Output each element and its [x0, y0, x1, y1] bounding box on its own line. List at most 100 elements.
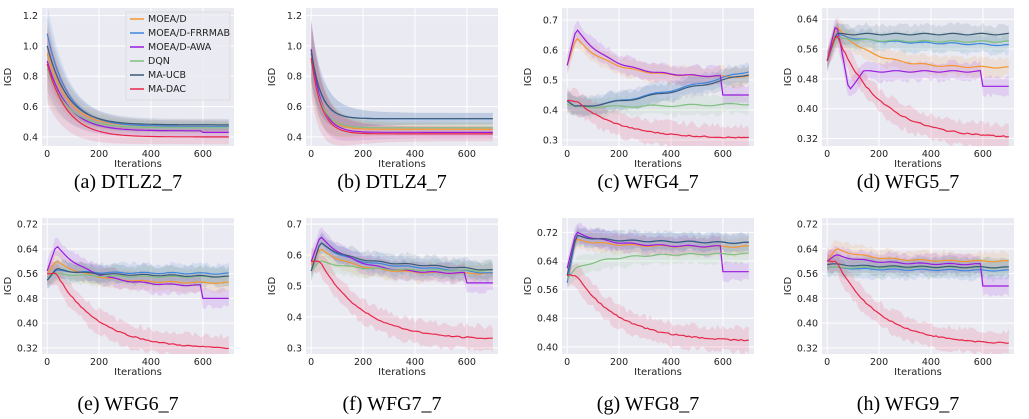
series-line: [566, 74, 749, 107]
y-axis-label: IGD: [783, 277, 794, 296]
x-tick-label: 0: [44, 357, 50, 368]
x-axis-label: Iterations: [114, 367, 162, 378]
panel-caption: (e) WFG6_7: [77, 393, 178, 415]
series-line: [566, 273, 749, 342]
y-tick-label: 0.6: [543, 46, 558, 57]
y-tick-label: 0.40: [797, 319, 818, 330]
x-tick-label: 600: [194, 149, 212, 160]
panel-caption: (b) DTLZ4_7: [337, 171, 446, 193]
chart-panel-3: 0.32 0.40 0.48 0.56 0.64 0 200 400 600 Iterations…: [783, 8, 1014, 193]
series-line: [826, 248, 1009, 263]
chart-panel-6: 0.40 0.48 0.56 0.64 0.72 0 200 400 600 Iterations…: [523, 218, 754, 415]
chart-panel-0: 0.4 0.6 0.8 1.0 1.2 0 200 400 600 Iterations IGD MO…: [3, 8, 234, 193]
y-tick-label: 0.6: [287, 251, 302, 262]
legend-label: MOEA/D-FRRMAB: [148, 28, 230, 39]
x-tick-label: 400: [662, 149, 680, 160]
x-tick-label: 200: [870, 357, 888, 368]
plot-area: [566, 222, 749, 354]
series-line: [310, 57, 493, 135]
series-line: [46, 45, 229, 126]
series-line: [566, 234, 749, 276]
y-tick-label: 0.72: [17, 220, 38, 231]
y-tick-label: 1.0: [23, 41, 38, 52]
series-line: [46, 63, 229, 138]
series-line: [826, 26, 1009, 69]
confidence-band: [311, 19, 493, 146]
series-line: [46, 245, 229, 299]
series-line: [566, 252, 749, 280]
chart-panel-2: 0.3 0.4 0.5 0.6 0.7 0 200 400 600 Iterations IGD (c…: [523, 8, 754, 193]
y-tick-label: 1.0: [287, 41, 302, 52]
y-axis-label: IGD: [3, 277, 14, 296]
y-tick-label: 0.4: [287, 312, 302, 323]
y-tick-label: 0.5: [287, 282, 302, 293]
x-axis-label: Iterations: [378, 367, 426, 378]
x-axis-label: Iterations: [634, 367, 682, 378]
series-line: [826, 32, 1009, 61]
x-axis-label: Iterations: [378, 159, 426, 170]
chart-panel-5: 0.3 0.4 0.5 0.6 0.7 0 200 400 600 Iterations IGD (f…: [267, 218, 498, 415]
panel-caption: (a) DTLZ2_7: [74, 171, 182, 193]
series-line: [311, 260, 493, 340]
y-tick-label: 0.72: [537, 228, 558, 239]
x-tick-label: 200: [870, 149, 888, 160]
plot-background: [562, 8, 754, 146]
x-tick-label: 0: [824, 357, 830, 368]
confidence-band: [311, 23, 493, 138]
y-tick-label: 0.6: [287, 102, 302, 113]
plot-area: [566, 20, 749, 146]
panel-caption: (c) WFG4_7: [597, 171, 698, 193]
panel-caption: (g) WFG8_7: [597, 393, 699, 415]
y-tick-label: 0.32: [797, 343, 818, 354]
confidence-band: [827, 245, 1009, 297]
x-tick-label: 600: [458, 357, 476, 368]
confidence-band: [827, 252, 1009, 279]
series-line: [310, 242, 493, 272]
y-tick-label: 0.6: [23, 102, 38, 113]
chart-panel-4: 0.32 0.40 0.48 0.56 0.64 0.72 0 200 400 600 Iterat…: [3, 218, 234, 415]
plot-area: [310, 227, 493, 353]
y-tick-label: 0.32: [797, 134, 818, 145]
confidence-band: [47, 259, 229, 289]
series-line: [826, 35, 1009, 138]
y-tick-label: 0.8: [23, 72, 38, 83]
legend-label: MOEA/D-AWA: [148, 42, 212, 53]
plot-area: [826, 15, 1009, 146]
panel-caption: (h) WFG9_7: [857, 393, 959, 415]
y-tick-label: 0.4: [23, 132, 38, 143]
confidence-band: [311, 31, 493, 137]
series-line: [827, 263, 1009, 269]
y-tick-label: 0.56: [797, 269, 818, 280]
series-line: [567, 102, 749, 109]
x-axis-label: Iterations: [634, 159, 682, 170]
legend: MOEA/D MOEA/D-FRRMAB MOEA/D-AWA DQN MA-UCB MA…: [125, 11, 231, 101]
x-tick-label: 200: [90, 357, 108, 368]
x-tick-label: 400: [142, 149, 160, 160]
series-line: [827, 266, 1009, 272]
confidence-band: [567, 222, 749, 283]
y-tick-label: 0.64: [797, 244, 818, 255]
x-tick-label: 0: [308, 357, 314, 368]
legend-label: MOEA/D: [148, 14, 187, 25]
confidence-band: [311, 19, 493, 141]
x-axis-label: Iterations: [894, 159, 942, 170]
confidence-band: [47, 16, 229, 131]
series-line: [310, 48, 493, 133]
y-tick-label: 0.4: [543, 106, 558, 117]
x-tick-label: 200: [610, 357, 628, 368]
y-tick-label: 0.48: [797, 74, 818, 85]
y-tick-label: 0.40: [797, 104, 818, 115]
confidence-band: [827, 27, 1009, 68]
x-tick-label: 400: [406, 357, 424, 368]
y-tick-label: 0.64: [17, 244, 38, 255]
legend-label: DQN: [148, 56, 170, 67]
x-tick-label: 600: [458, 149, 476, 160]
confidence-band: [311, 227, 493, 295]
y-tick-label: 0.3: [287, 343, 302, 354]
chart-panel-1: 0.4 0.6 0.8 1.0 1.2 0 200 400 600 Iterations IGD (b…: [267, 8, 498, 193]
x-tick-label: 400: [922, 357, 940, 368]
x-tick-label: 600: [194, 357, 212, 368]
confidence-band: [827, 19, 1009, 98]
y-tick-label: 0.40: [17, 319, 38, 330]
series-line: [826, 254, 1009, 287]
